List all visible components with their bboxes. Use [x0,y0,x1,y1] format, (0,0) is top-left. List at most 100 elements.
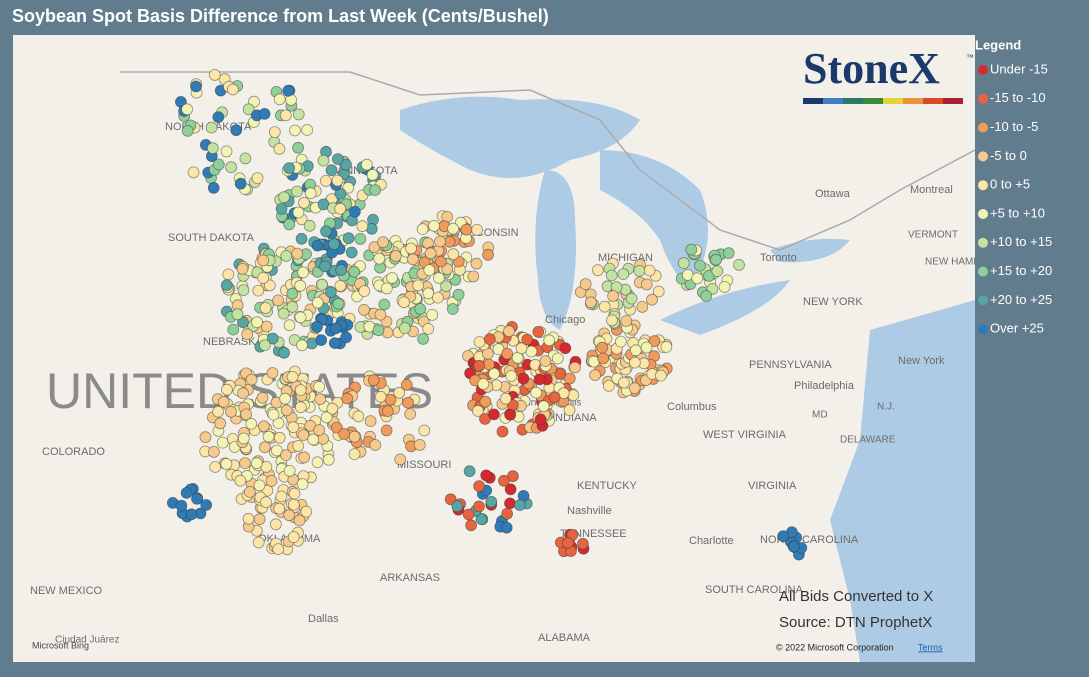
bid-dot [304,187,317,200]
bid-dot [424,247,437,260]
map-label: VERMONT [908,230,958,241]
bid-dot [185,508,198,521]
bid-dot [207,181,220,194]
bid-dot [216,436,229,449]
bid-dot [513,499,526,512]
bid-dot [230,124,243,137]
bid-dot [325,164,338,177]
bid-dot [446,303,459,315]
bid-dot [380,282,393,295]
bid-dot [237,432,250,445]
bid-dot [603,379,615,392]
bid-dot [589,369,601,382]
bid-dot [286,370,299,383]
bid-dot [243,486,256,498]
bid-dot [252,536,265,549]
bid-dot [397,296,410,309]
bid-dot [366,168,379,181]
bid-dot [504,408,517,421]
bid-dot [354,232,367,245]
bid-dot [253,513,266,526]
bid-dot [296,478,309,491]
bid-dot [477,378,490,390]
bid-dot [234,177,247,190]
bid-dot [482,358,495,371]
bid-dot [551,352,564,365]
bid-dot [292,439,305,452]
bid-dot [260,320,273,333]
bid-dot [297,429,310,442]
bid-dot [470,257,483,270]
map-label: NEW HAMPSHIRE [925,257,1011,268]
logo-bar-segment [823,98,843,104]
bid-dot [348,430,361,443]
note: All Bids Converted to X [779,588,933,605]
bid-dot [311,296,324,309]
bid-dot [190,80,202,93]
bid-dot [291,247,304,260]
bid-dot [286,300,299,313]
bid-dot [298,196,310,209]
bid-dot [289,124,301,137]
bid-dot [500,521,513,534]
bid-dot [324,286,337,299]
bid-dot [225,405,237,418]
map-label: WEST VIRGINIA [703,429,787,441]
bid-dot [262,430,275,443]
bid-dot [646,293,658,306]
bid-dot [199,431,212,444]
bid-dot [311,320,323,333]
copyright: © 2022 Microsoft Corporation [776,642,894,652]
bid-dot [282,84,295,97]
bid-dot [208,69,221,81]
map-label: N.J. [877,402,895,413]
bid-dot [422,287,435,300]
map-label: SOUTH DAKOTA [168,232,255,244]
map-label: NEW MEXICO [30,585,103,597]
bid-dot [788,540,801,553]
map-label: MD [812,410,828,421]
logo-bar [803,98,963,104]
bid-dot [485,495,498,508]
bid-dot [504,483,517,496]
bid-dot [652,285,665,298]
bid-dot [260,496,272,509]
terms-link[interactable]: Terms [918,642,943,652]
bid-dot [334,279,347,292]
bid-dot [561,536,574,549]
bid-dot [266,332,279,345]
bid-dot [389,250,402,262]
bid-dot [311,456,324,469]
bid-dot [404,408,417,420]
bid-dot [307,433,320,446]
bid-dot [462,508,475,521]
bid-dot [322,453,335,466]
bid-dot [537,400,550,413]
bid-dot [543,334,556,347]
bid-dot [373,252,386,265]
legend-swatch [978,295,988,306]
map: NORTH DAKOTAMINNESOTASOUTH DAKOTAWISCONS… [13,35,1011,662]
bid-dot [648,335,661,348]
map-label: ARKANSAS [380,572,440,584]
bid-dot [563,372,576,385]
bid-dot [181,124,194,137]
bid-dot [245,417,258,430]
bid-dot [326,402,339,415]
bid-dot [180,486,193,499]
bid-dot [286,287,299,300]
map-label: COLORADO [42,446,105,458]
legend-label: +5 to +10 [990,205,1045,220]
bid-dot [313,424,326,437]
title: Soybean Spot Basis Difference from Last … [12,6,549,26]
bid-dot [319,260,332,273]
bid-dot [718,281,731,293]
map-label: NORTH CAROLINA [760,534,859,546]
bid-dot [447,248,460,261]
bid-dot [364,415,377,428]
border [120,71,975,251]
bid-dot [237,284,250,297]
bid-dot [386,272,399,284]
bid-dot [380,424,393,437]
logo-bar-segment [943,98,963,104]
